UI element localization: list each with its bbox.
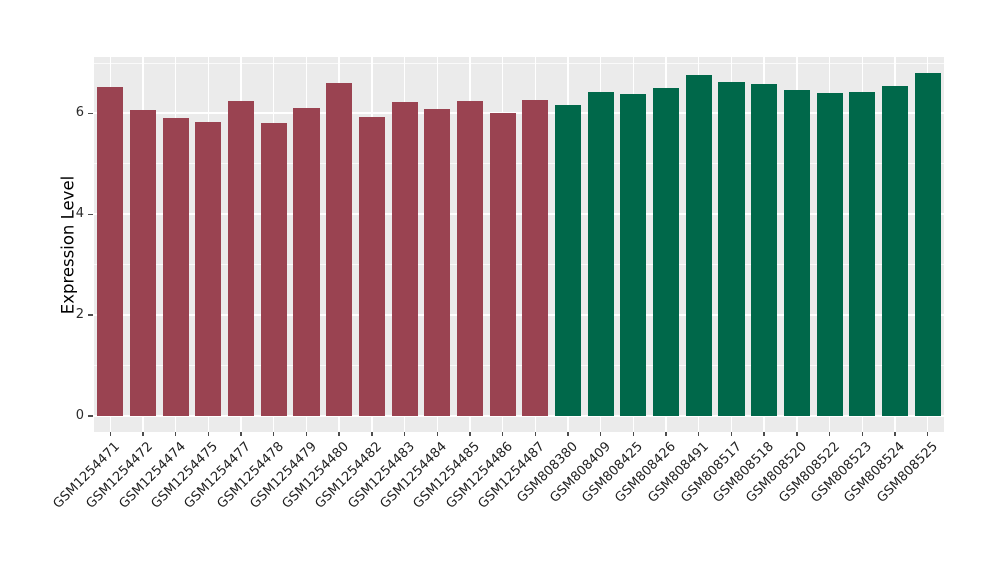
bar-GSM808380 (554, 105, 582, 416)
bar-GSM808518 (751, 84, 778, 416)
bar-GSM1254484 (424, 109, 451, 416)
bar-GSM808522 (816, 92, 843, 416)
x-tick-mark (436, 432, 438, 436)
gridline-minor-h (94, 62, 944, 64)
bar-GSM808426 (653, 87, 680, 416)
bar-GSM1254478 (260, 123, 287, 416)
y-tick-label: 0 (75, 407, 84, 423)
bar-GSM808425 (620, 93, 647, 416)
bar-GSM1254471 (97, 86, 124, 416)
bar-GSM808491 (685, 74, 712, 416)
x-tick-mark (403, 432, 406, 436)
x-tick-mark (207, 432, 210, 436)
x-tick-mark (861, 432, 863, 436)
bar-GSM1254477 (228, 100, 255, 416)
x-tick-mark (371, 432, 373, 436)
x-tick-mark (796, 432, 798, 436)
x-tick-mark (469, 432, 471, 436)
x-tick-mark (501, 432, 504, 436)
bar-GSM808409 (587, 91, 614, 416)
bar-GSM808520 (783, 90, 810, 416)
x-tick-mark (632, 432, 635, 436)
gridline-minor-h (94, 163, 944, 165)
bar-GSM1254485 (456, 100, 484, 416)
bar-GSM1254472 (129, 109, 157, 416)
x-tick-mark (240, 432, 242, 436)
bar-GSM1254475 (195, 121, 222, 416)
x-tick-mark (763, 432, 765, 436)
bar-GSM1254479 (293, 108, 320, 416)
y-tick-label: 4 (75, 206, 84, 222)
gridline-major-h (94, 314, 944, 317)
x-tick-mark (600, 432, 602, 436)
bar-GSM1254486 (489, 112, 516, 416)
x-tick-mark (828, 432, 831, 436)
bar-GSM1254483 (391, 102, 418, 416)
gridline-minor-h (94, 264, 944, 266)
y-tick-mark (88, 112, 93, 115)
bar-GSM1254480 (326, 82, 353, 416)
x-tick-mark (665, 432, 667, 436)
gridline-major-h (94, 414, 944, 417)
bar-GSM1254482 (358, 116, 385, 416)
x-tick-mark (109, 432, 112, 436)
y-axis-title: Expression Level (58, 175, 78, 315)
x-tick-mark (567, 432, 569, 436)
bar-GSM1254487 (522, 99, 549, 416)
x-tick-mark (338, 432, 340, 436)
gridline-major-h (94, 112, 944, 115)
x-tick-mark (894, 432, 896, 436)
bar-GSM1254474 (162, 117, 189, 416)
x-tick-mark (730, 432, 733, 436)
y-tick-mark (88, 314, 93, 316)
y-tick-label: 6 (75, 105, 84, 121)
gridline-major-h (94, 213, 944, 216)
bar-GSM808525 (914, 72, 941, 416)
x-tick-mark (175, 432, 177, 436)
x-tick-mark (698, 432, 700, 436)
x-tick-mark (534, 432, 537, 436)
x-tick-mark (305, 432, 308, 436)
y-tick-mark (88, 415, 93, 417)
bar-GSM808524 (881, 85, 909, 416)
y-tick-mark (88, 213, 93, 215)
bar-GSM808517 (718, 82, 745, 416)
x-tick-mark (273, 432, 275, 436)
x-tick-mark (142, 432, 144, 436)
bar-GSM808523 (849, 91, 876, 416)
y-tick-label: 2 (75, 307, 84, 323)
gridline-minor-h (94, 364, 944, 366)
x-tick-mark (926, 432, 929, 436)
plot-panel (94, 57, 944, 432)
